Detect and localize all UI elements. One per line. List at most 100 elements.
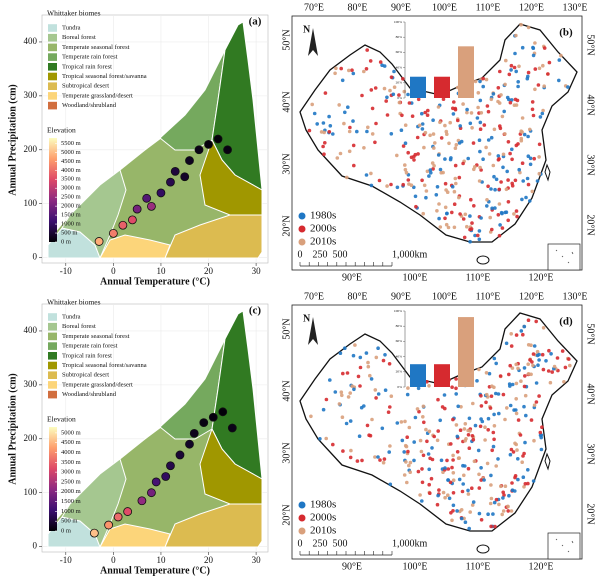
site-dot [520, 460, 524, 464]
scale-label: 500 [333, 249, 348, 260]
site-dot [328, 124, 333, 128]
site-dot [501, 490, 506, 495]
site-dot [451, 491, 456, 495]
site-dot [473, 423, 478, 428]
site-dot [431, 167, 435, 171]
site-dot [451, 112, 456, 116]
site-dot [503, 132, 507, 136]
lat-label: 30°N [281, 442, 292, 463]
site-dot [383, 353, 387, 357]
site-dot [489, 483, 493, 487]
site-dot [406, 92, 410, 97]
biome-area [61, 169, 127, 260]
site-dot [374, 396, 378, 400]
site-dot [384, 99, 389, 103]
site-dot [403, 141, 408, 145]
site-dot [497, 502, 501, 507]
site-dot [536, 83, 541, 87]
site-point [108, 228, 118, 238]
y-tick-label: 0 [33, 252, 38, 262]
site-dot [496, 86, 501, 90]
colorbar-label: 4500 m [61, 439, 81, 446]
inset-bar [458, 46, 474, 98]
site-dot [476, 448, 481, 453]
site-point [104, 520, 114, 530]
site-dot [353, 343, 357, 347]
site-dot [524, 195, 528, 200]
site-dot [420, 467, 424, 471]
colorbar-label: 3500 m [61, 459, 81, 466]
inset-bar [410, 364, 426, 387]
site-dot [516, 457, 520, 461]
site-point [208, 412, 218, 422]
site-dot [493, 206, 497, 210]
site-dot [550, 370, 554, 374]
site-dot [322, 152, 326, 156]
legend-label: Tundra [62, 24, 81, 31]
site-dot [377, 178, 382, 183]
site-dot [455, 509, 459, 513]
site-dot [408, 460, 413, 465]
lat-label: 30°N [585, 154, 596, 175]
colorbar-label: 2500 m [61, 478, 81, 485]
site-dot [485, 204, 489, 208]
site-dot [341, 449, 345, 453]
inset-bar [410, 76, 426, 98]
site-point [118, 220, 128, 230]
site-dot [436, 429, 441, 433]
lon-label: 100°E [402, 272, 427, 283]
site-dot [510, 382, 515, 387]
legend-swatch [48, 342, 57, 350]
colorbar-label: 5000 m [61, 429, 81, 436]
site-dot [489, 496, 494, 501]
site-dot [471, 500, 476, 504]
site-dot [432, 164, 436, 168]
site-dot [463, 212, 468, 217]
site-dot [526, 182, 531, 187]
site-dot [395, 153, 399, 158]
site-dot [362, 69, 366, 74]
site-dot [453, 163, 458, 168]
site-dot [470, 486, 474, 490]
site-dot [497, 411, 501, 416]
legend-label: Subtropical desert [62, 372, 109, 379]
map [299, 312, 578, 554]
site-dot [450, 385, 454, 389]
site-dot [498, 124, 502, 128]
site-dot [445, 458, 449, 463]
site-dot [339, 66, 344, 71]
y-tick-label: 200 [24, 144, 38, 154]
site-dot [451, 106, 455, 111]
site-dot [406, 178, 411, 182]
site-dot [533, 41, 537, 45]
site-dot [497, 187, 502, 192]
site-dot [351, 71, 356, 76]
site-dot [477, 237, 482, 242]
site-dot [418, 493, 422, 497]
inset-tick-label: 80% [396, 324, 403, 328]
site-dot [497, 202, 502, 206]
site-dot [362, 146, 366, 150]
site-dot [486, 416, 491, 421]
lon-label: 80°E [347, 291, 367, 302]
inset-tick-label: 60% [396, 339, 403, 343]
site-dot [461, 482, 466, 486]
site-dot [488, 501, 493, 506]
site-dot [454, 143, 459, 147]
site-dot [401, 182, 406, 187]
site-dot [406, 449, 410, 454]
site-dot [429, 476, 434, 481]
site-dot [402, 89, 407, 94]
site-dot [506, 504, 510, 509]
site-dot [352, 387, 356, 392]
site-dot [491, 92, 496, 96]
site-dot [490, 206, 494, 211]
site-dot [494, 464, 499, 468]
site-dot [331, 132, 335, 136]
site-dot [436, 105, 441, 109]
site-dot [392, 85, 397, 89]
legend-label: 2000s [310, 512, 336, 524]
site-point [113, 512, 123, 522]
site-dot [514, 442, 518, 447]
scale-label: 1,000km [392, 249, 428, 260]
